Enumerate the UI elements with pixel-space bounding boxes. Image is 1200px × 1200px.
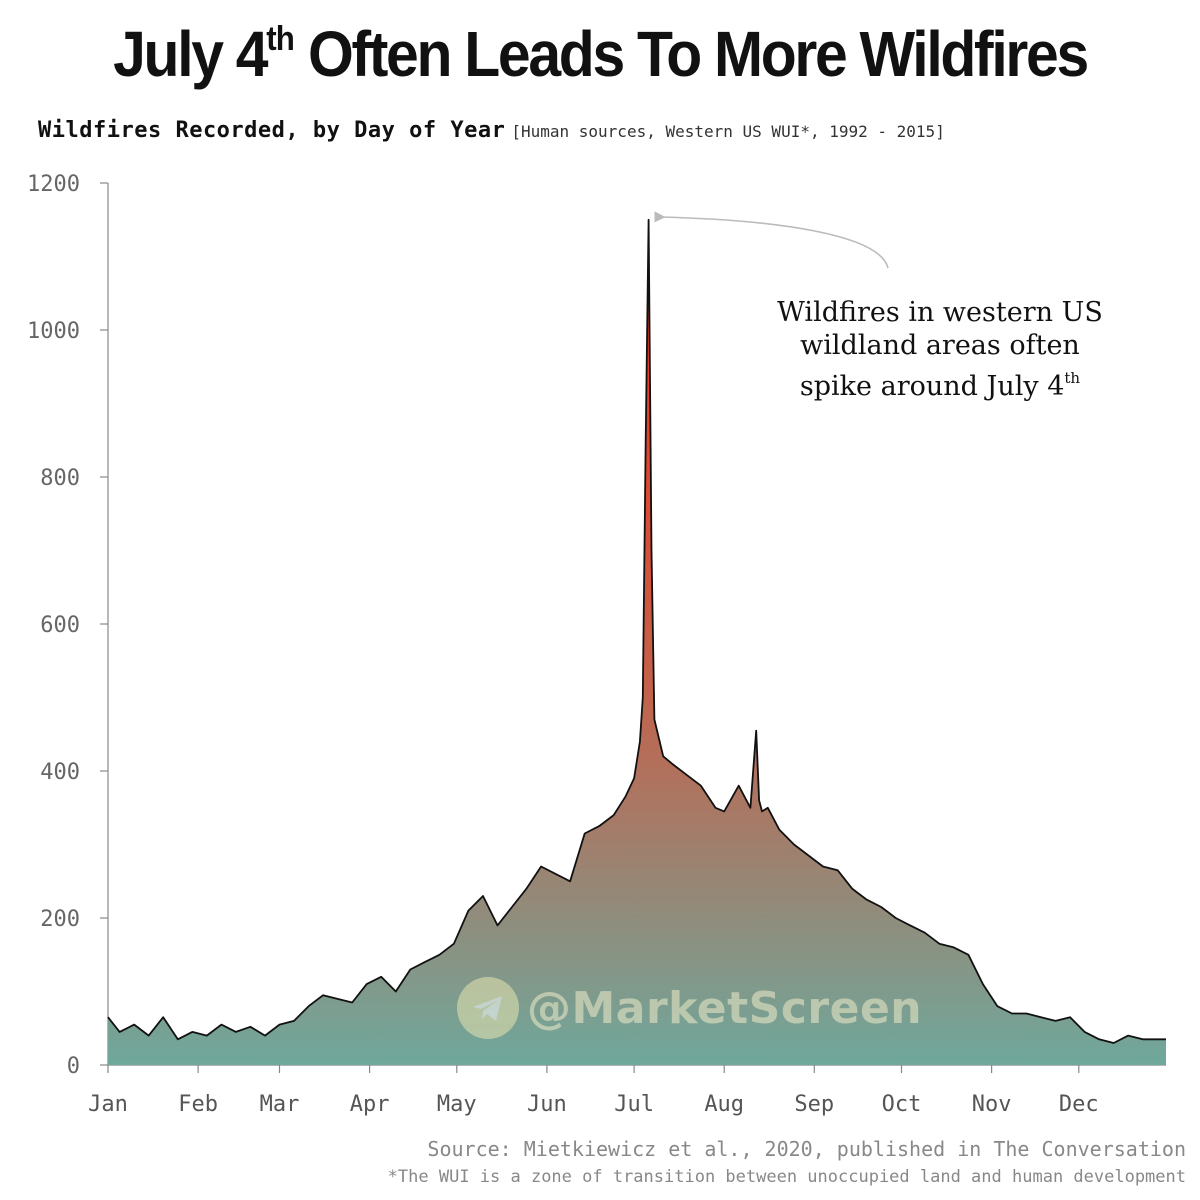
x-tick-label: Sep	[794, 1092, 834, 1117]
x-tick-label: Apr	[350, 1092, 390, 1117]
title-superscript: th	[266, 20, 295, 58]
x-tick-label: Jun	[527, 1092, 567, 1117]
wui-footnote: *The WUI is a zone of transition between…	[387, 1167, 1186, 1187]
annotation-line-3-sup: th	[1064, 369, 1081, 387]
annotation-line-1: Wildfires in western US	[777, 297, 1103, 328]
wildfire-line	[107, 218, 1166, 1044]
watermark: @MarketScreen	[457, 977, 922, 1039]
y-tick-label: 400	[40, 760, 80, 785]
wildfire-area	[108, 219, 1166, 1066]
title-prefix: July 4	[113, 18, 268, 90]
subtitle-detail: [Human sources, Western US WUI*, 1992 - …	[511, 122, 945, 141]
y-tick-label: 200	[40, 907, 80, 932]
y-tick-label: 1200	[27, 172, 80, 197]
x-tick-label: Nov	[972, 1092, 1012, 1117]
x-tick-label: May	[437, 1092, 477, 1117]
y-tick-label: 800	[40, 466, 80, 491]
telegram-plane-icon	[457, 977, 519, 1039]
x-tick-label: Jan	[88, 1092, 128, 1117]
source-note: Source: Mietkiewicz et al., 2020, publis…	[388, 1136, 1186, 1192]
x-tick-label: Jul	[614, 1092, 654, 1117]
x-tick-label: Dec	[1059, 1092, 1099, 1117]
title-suffix: Often Leads To More Wildfires	[293, 18, 1089, 90]
x-tick-label: Oct	[882, 1092, 922, 1117]
x-axis: Jan Feb Mar Apr May Jun Jul Aug Sep Oct Nov Dec	[88, 1064, 1166, 1117]
y-tick-label: 1000	[27, 319, 80, 344]
x-tick-label: Feb	[178, 1092, 218, 1117]
y-tick-label: 600	[40, 613, 80, 638]
annotation-line-2: wildland areas often	[800, 330, 1080, 361]
watermark-text: @MarketScreen	[527, 982, 923, 1034]
y-tick-label: 0	[67, 1054, 80, 1079]
x-tick-label: Aug	[704, 1092, 744, 1117]
annotation-line-3: spike around July 4th	[740, 362, 1140, 403]
x-tick-label: Mar	[260, 1092, 300, 1117]
y-axis: 0 200 400 600 800 1000 1200	[27, 172, 109, 1079]
annotation-arrow	[654, 211, 889, 269]
subtitle-main: Wildfires Recorded, by Day of Year	[38, 118, 506, 143]
spike-annotation: Wildfires in western US wildland areas o…	[740, 296, 1140, 403]
chart-title: July 4th Often Leads To More Wildfires	[48, 22, 1152, 86]
annotation-line-3-text: spike around July 4	[799, 371, 1065, 402]
source-line: Source: Mietkiewicz et al., 2020, publis…	[427, 1137, 1186, 1161]
chart-subtitle: Wildfires Recorded, by Day of Year [Human…	[38, 118, 945, 143]
